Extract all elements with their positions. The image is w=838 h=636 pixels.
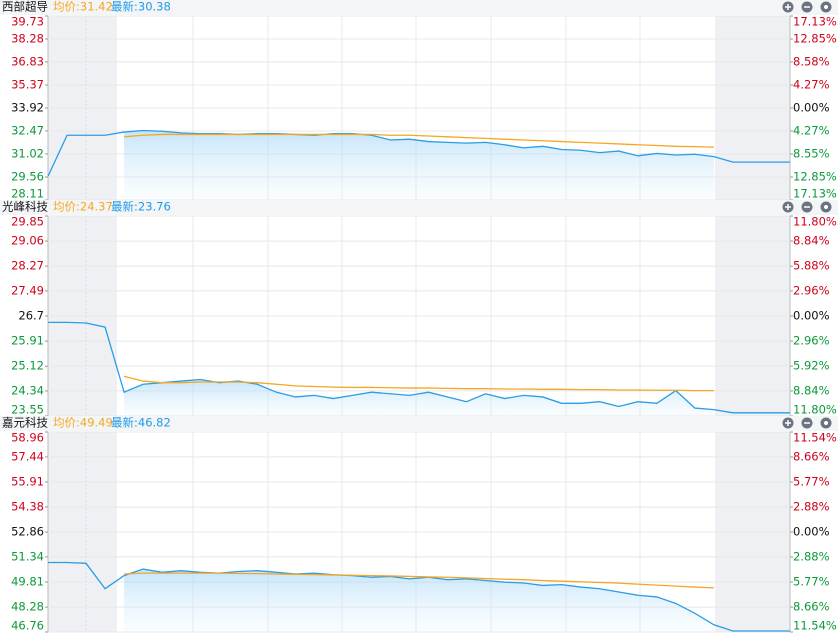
y2-tick-label: 4.27%: [793, 123, 830, 137]
y-tick-label: 24.34: [11, 383, 44, 397]
y2-tick-label: 0.00%: [793, 101, 830, 115]
price-area: [124, 569, 714, 632]
y2-tick-label: 12.85%: [793, 170, 837, 184]
price-line: [48, 321, 790, 414]
y-tick-label: 55.91: [11, 475, 44, 489]
gear-hole: [824, 205, 828, 209]
y-tick-label: 38.28: [11, 31, 44, 45]
y2-tick-label: 2.96%: [793, 334, 830, 348]
y-tick-label: 49.81: [11, 575, 44, 589]
y-tick-label: 39.73: [11, 15, 44, 29]
y-tick-label: 35.37: [11, 78, 44, 92]
y-tick-label: 29.56: [11, 170, 44, 184]
average-line: [123, 375, 714, 392]
y-tick-label: 28.27: [11, 259, 44, 273]
y-tick-label: 58.96: [11, 431, 44, 445]
y-tick-label: 46.76: [11, 619, 44, 633]
price-line: [48, 561, 790, 632]
y2-tick-label: 0.00%: [793, 309, 830, 323]
panel-header: [0, 416, 838, 431]
y-tick-label: 27.49: [11, 283, 44, 297]
average-price: 均价:24.37: [53, 200, 113, 214]
y-tick-label: 52.86: [11, 525, 44, 539]
y2-tick-label: 8.66%: [793, 600, 830, 614]
latest-price: 最新:23.76: [111, 200, 171, 214]
y2-tick-label: 4.27%: [793, 78, 830, 92]
price-area: [124, 379, 714, 416]
plus-icon: [785, 420, 791, 426]
y-tick-label: 23.55: [11, 403, 44, 417]
y2-tick-label: 11.54%: [793, 619, 837, 633]
average-price: 均价:31.42: [53, 0, 113, 14]
y2-tick-label: 0.00%: [793, 525, 830, 539]
plus-icon: [785, 4, 791, 10]
y-tick-label: 25.91: [11, 334, 44, 348]
latest-price: 最新:30.38: [111, 0, 171, 14]
y2-tick-label: 8.84%: [793, 383, 830, 397]
gear-hole: [824, 421, 828, 425]
y-tick-label: 29.85: [11, 215, 44, 229]
y2-tick-label: 17.13%: [793, 187, 837, 201]
gear-hole: [824, 5, 828, 9]
y2-tick-label: 11.80%: [793, 403, 837, 417]
stock-name: 光峰科技: [2, 200, 48, 214]
average-price: 均价:49.49: [53, 416, 113, 430]
y2-tick-label: 11.80%: [793, 215, 837, 229]
y-tick-label: 51.34: [11, 549, 44, 563]
panel-header: [0, 0, 838, 15]
latest-price: 最新:46.82: [111, 416, 171, 430]
y-tick-label: 57.44: [11, 449, 44, 463]
y2-tick-label: 17.13%: [793, 15, 837, 29]
price-line: [47, 129, 790, 177]
y-tick-label: 54.38: [11, 500, 44, 514]
y2-tick-label: 8.58%: [793, 54, 830, 68]
y2-tick-label: 2.88%: [793, 549, 830, 563]
y2-tick-label: 5.88%: [793, 259, 830, 273]
plus-icon: [785, 204, 791, 210]
y-tick-label: 28.11: [11, 187, 44, 201]
y-tick-label: 26.7: [18, 309, 44, 323]
y2-tick-label: 11.54%: [793, 431, 837, 445]
y-tick-label: 48.28: [11, 600, 44, 614]
price-area: [124, 130, 714, 200]
y2-tick-label: 8.84%: [793, 234, 830, 248]
average-line: [124, 133, 714, 148]
y2-tick-label: 2.96%: [793, 283, 830, 297]
y2-tick-label: 5.77%: [793, 475, 830, 489]
panel-header: [0, 200, 838, 215]
y2-tick-label: 12.85%: [793, 31, 837, 45]
y-tick-label: 31.02: [11, 146, 44, 160]
y-tick-label: 29.06: [11, 234, 44, 248]
stock-name: 嘉元科技: [2, 416, 48, 430]
y2-tick-label: 5.92%: [793, 359, 830, 373]
y-tick-label: 32.47: [11, 123, 44, 137]
y2-tick-label: 8.66%: [793, 449, 830, 463]
y-tick-label: 25.12: [11, 359, 44, 373]
y2-tick-label: 5.77%: [793, 575, 830, 589]
average-line: [124, 572, 714, 589]
y2-tick-label: 8.55%: [793, 146, 830, 160]
stock-name: 西部超导: [2, 0, 48, 14]
y-tick-label: 36.83: [11, 54, 44, 68]
y2-tick-label: 2.88%: [793, 500, 830, 514]
y-tick-label: 33.92: [11, 101, 44, 115]
